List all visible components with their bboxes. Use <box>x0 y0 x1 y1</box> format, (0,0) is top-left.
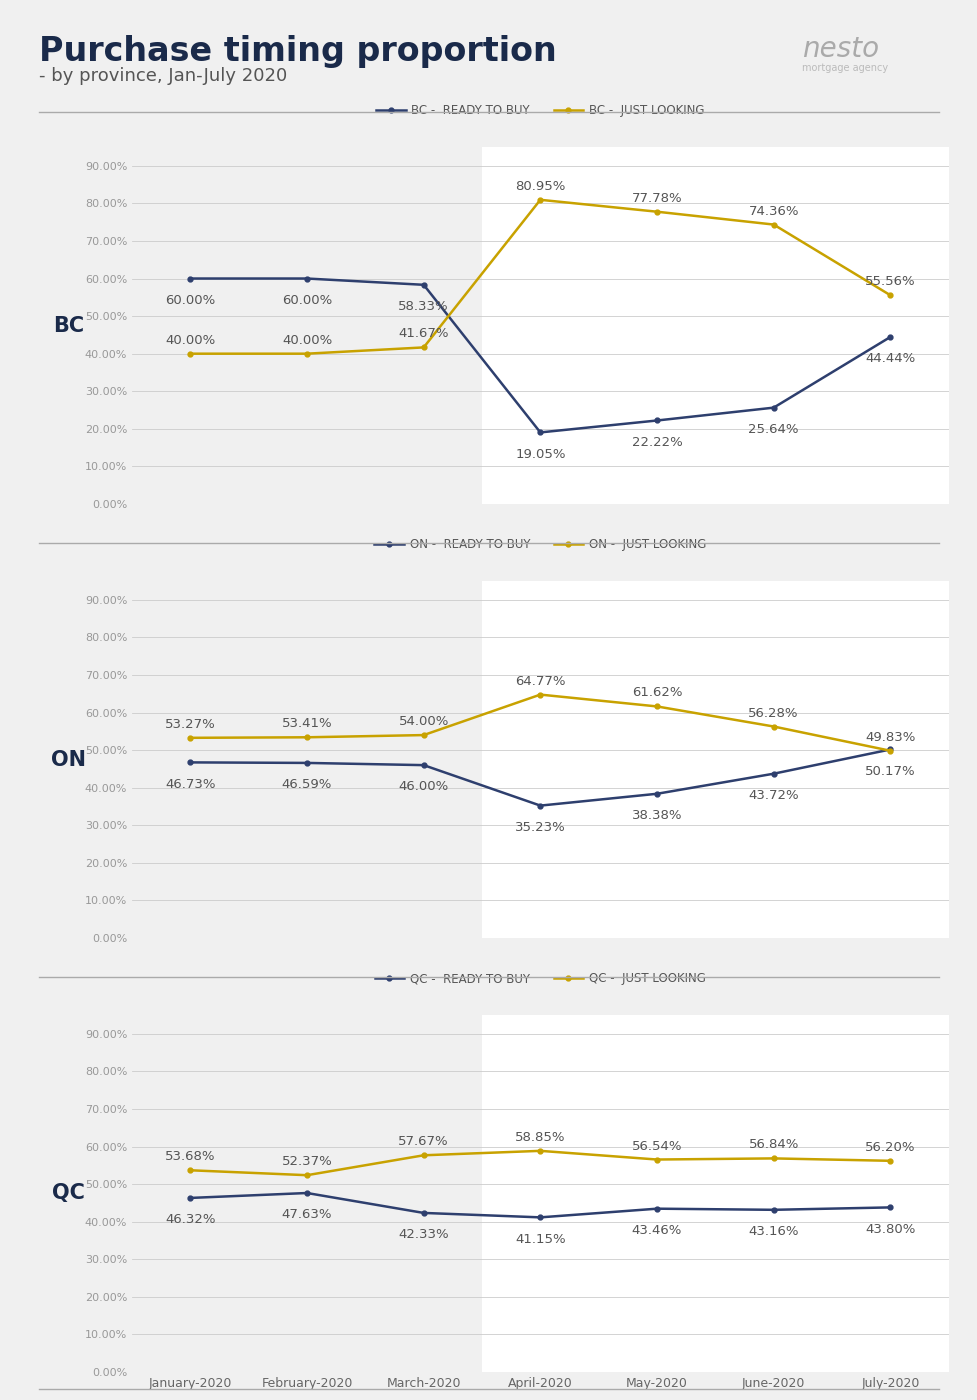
Text: - by province, Jan-July 2020: - by province, Jan-July 2020 <box>39 67 287 85</box>
Text: 61.62%: 61.62% <box>631 686 682 700</box>
Text: 56.28%: 56.28% <box>747 707 798 720</box>
Text: 43.46%: 43.46% <box>631 1224 682 1238</box>
Text: 57.67%: 57.67% <box>398 1135 448 1148</box>
Text: 58.85%: 58.85% <box>515 1131 565 1144</box>
Text: Purchase timing proportion: Purchase timing proportion <box>39 35 556 69</box>
Text: 77.78%: 77.78% <box>631 192 682 204</box>
Text: 80.95%: 80.95% <box>515 179 565 193</box>
Text: 22.22%: 22.22% <box>631 435 682 449</box>
Text: 53.27%: 53.27% <box>165 718 216 731</box>
Text: mortgage agency: mortgage agency <box>801 63 887 73</box>
Text: 56.84%: 56.84% <box>747 1138 798 1151</box>
Text: QC: QC <box>52 1183 85 1204</box>
Text: 43.80%: 43.80% <box>865 1222 914 1236</box>
Text: 42.33%: 42.33% <box>398 1228 448 1242</box>
Text: nesto: nesto <box>801 35 878 63</box>
Text: 19.05%: 19.05% <box>515 448 565 461</box>
Text: 53.68%: 53.68% <box>165 1151 215 1163</box>
Text: 41.15%: 41.15% <box>515 1232 565 1246</box>
Text: 64.77%: 64.77% <box>515 675 565 687</box>
Text: 74.36%: 74.36% <box>747 204 798 217</box>
Text: 35.23%: 35.23% <box>515 820 565 834</box>
Text: 43.16%: 43.16% <box>747 1225 798 1238</box>
Text: 38.38%: 38.38% <box>631 809 682 822</box>
Text: 56.54%: 56.54% <box>631 1140 682 1152</box>
Text: 44.44%: 44.44% <box>865 353 914 365</box>
Text: 50.17%: 50.17% <box>864 764 914 778</box>
Text: 41.67%: 41.67% <box>398 328 448 340</box>
Legend: ON -  READY TO BUY, ON -  JUST LOOKING: ON - READY TO BUY, ON - JUST LOOKING <box>369 533 710 556</box>
Text: 43.72%: 43.72% <box>747 790 798 802</box>
Text: 25.64%: 25.64% <box>747 423 798 435</box>
Text: 55.56%: 55.56% <box>864 276 914 288</box>
Text: 52.37%: 52.37% <box>281 1155 332 1168</box>
Text: 46.00%: 46.00% <box>399 780 448 794</box>
Text: ON: ON <box>51 749 86 770</box>
Bar <box>482 581 948 938</box>
Text: 46.32%: 46.32% <box>165 1214 215 1226</box>
Text: 60.00%: 60.00% <box>281 294 332 307</box>
Legend: BC -  READY TO BUY, BC -  JUST LOOKING: BC - READY TO BUY, BC - JUST LOOKING <box>371 99 708 122</box>
Text: 46.59%: 46.59% <box>281 778 332 791</box>
Text: 53.41%: 53.41% <box>281 717 332 731</box>
Text: 40.00%: 40.00% <box>165 333 215 347</box>
Text: 56.20%: 56.20% <box>865 1141 914 1154</box>
Text: 47.63%: 47.63% <box>281 1208 332 1221</box>
Text: 58.33%: 58.33% <box>398 300 448 314</box>
Bar <box>482 1015 948 1372</box>
Bar <box>482 147 948 504</box>
Text: 49.83%: 49.83% <box>865 731 914 743</box>
Text: 60.00%: 60.00% <box>165 294 215 307</box>
Text: 46.73%: 46.73% <box>165 777 215 791</box>
Text: BC: BC <box>53 315 84 336</box>
Text: 40.00%: 40.00% <box>281 333 332 347</box>
Text: 54.00%: 54.00% <box>398 715 448 728</box>
Legend: QC -  READY TO BUY, QC -  JUST LOOKING: QC - READY TO BUY, QC - JUST LOOKING <box>369 967 710 990</box>
